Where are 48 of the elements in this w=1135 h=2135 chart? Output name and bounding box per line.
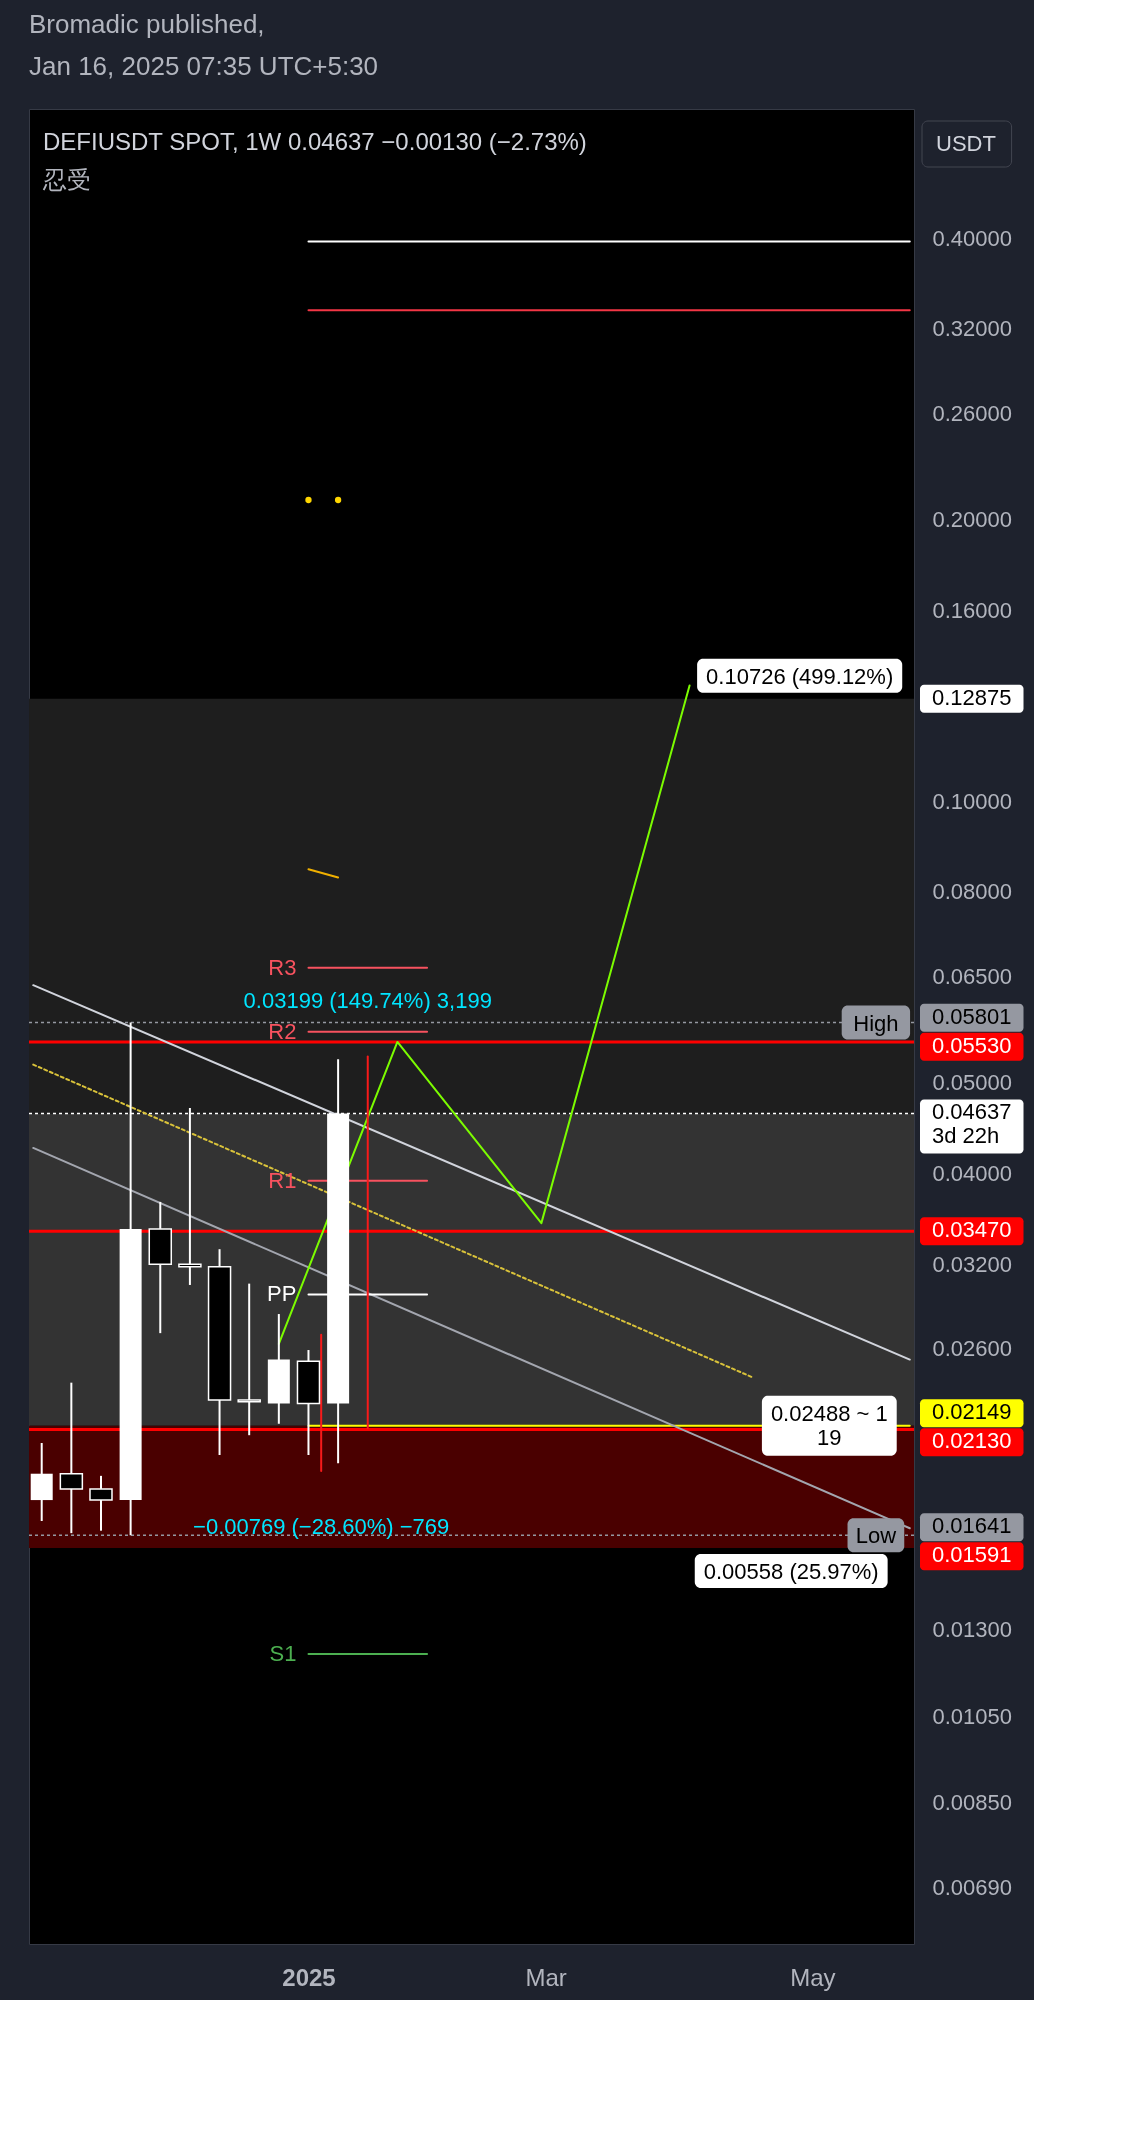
y-tick-label: 0.10000 <box>932 788 1013 814</box>
annotation: 0.03199 (149.74%) 3,199 <box>243 987 492 1013</box>
y-tick-label: 0.32000 <box>932 316 1013 342</box>
x-tick-label: Mar <box>525 1963 567 1991</box>
text: 忍受 <box>42 166 91 193</box>
y-tick-label: 0.00850 <box>932 1790 1013 1816</box>
ref-line-label: 0.05530 <box>932 1032 1012 1058</box>
annotation: 0.01591 <box>932 1542 1012 1568</box>
y-axis-title: USDT <box>936 131 996 156</box>
y-tick-label: 0.40000 <box>932 225 1013 251</box>
candlestick <box>237 1282 261 1437</box>
y-tick-label: 0.01050 <box>932 1704 1013 1730</box>
series-label: R2 <box>268 1018 297 1044</box>
y-tick-label: 0.03200 <box>932 1251 1013 1277</box>
ref-line-label: 0.01641 <box>932 1513 1012 1539</box>
series-label: R1 <box>268 1167 297 1193</box>
data-label: 0.02149 <box>932 1399 1012 1425</box>
annotation: 0.00558 (25.97%) <box>703 1558 879 1584</box>
series-label: R3 <box>268 954 297 980</box>
y-tick-label: 0.02600 <box>932 1335 1013 1361</box>
ref-line-label: 0.03470 <box>932 1217 1012 1243</box>
candlestick <box>59 1381 84 1535</box>
ref-line-label: 0.04637 3d 22h <box>932 1099 1012 1149</box>
y-tick-label: 0.04000 <box>932 1161 1013 1187</box>
text: Bromadic published, <box>29 9 265 39</box>
candlestick <box>89 1474 113 1532</box>
series-label: PP <box>267 1281 297 1307</box>
text: Jan 16, 2025 07:35 UTC+5:30 <box>29 51 379 81</box>
series-label: S1 <box>269 1641 297 1667</box>
y-tick-label: 0.05000 <box>932 1070 1013 1096</box>
ref-line-label: 0.05801 <box>932 1003 1012 1029</box>
annotation: 0.10726 (499.12%) <box>706 663 894 689</box>
y-tick-label: 0.06500 <box>932 963 1013 989</box>
annotation: High <box>853 1010 899 1036</box>
annotation: Low <box>855 1523 897 1549</box>
ref-line-label: 0.02130 <box>932 1428 1012 1454</box>
annotation: −0.00769 (−28.60%) −769 <box>193 1513 450 1539</box>
annotation: 0.12875 <box>932 684 1012 710</box>
y-tick-label: 0.26000 <box>932 400 1013 426</box>
annotation: 0.02488 ~ 1 19 <box>770 1400 888 1450</box>
y-tick-label: 0.01300 <box>932 1617 1013 1643</box>
y-tick-label: 0.08000 <box>932 879 1013 905</box>
y-tick-label: 0.20000 <box>932 507 1013 533</box>
y-tick-label: 0.16000 <box>932 597 1013 623</box>
text: DEFIUSDT SPOT, 1W 0.04637 −0.00130 (−2.73%) <box>43 128 587 155</box>
y-tick-label: 0.00690 <box>932 1874 1013 1900</box>
x-tick-label: May <box>790 1963 836 1991</box>
x-tick-label: 2025 <box>282 1963 336 1991</box>
